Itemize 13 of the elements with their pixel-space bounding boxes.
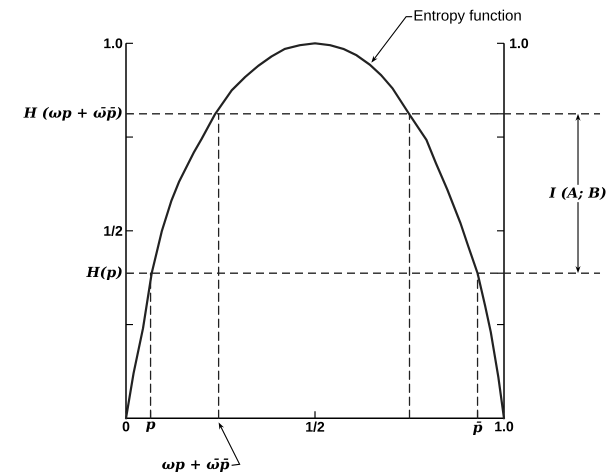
x-tick-label: p̄ (472, 422, 482, 435)
text: 1.0 (510, 38, 528, 48)
text: I (A; B) (548, 187, 606, 200)
annotation: ωp + ω̄p̄ (162, 458, 230, 472)
text: Entropy function (414, 10, 521, 24)
x-tick-label: 0 (122, 421, 130, 432)
y-tick-label: 1/2 (104, 226, 122, 236)
x-tick-label: 1.0 (495, 421, 514, 432)
x-tick-label: 1/2 (306, 422, 324, 432)
y-tick-label: 1.0 (104, 38, 122, 48)
y-tick-label: H (ωp + ω̄p̄) (23, 107, 122, 121)
x-tick-label: p (146, 421, 156, 432)
y-tick-label: H(p) (86, 266, 122, 280)
